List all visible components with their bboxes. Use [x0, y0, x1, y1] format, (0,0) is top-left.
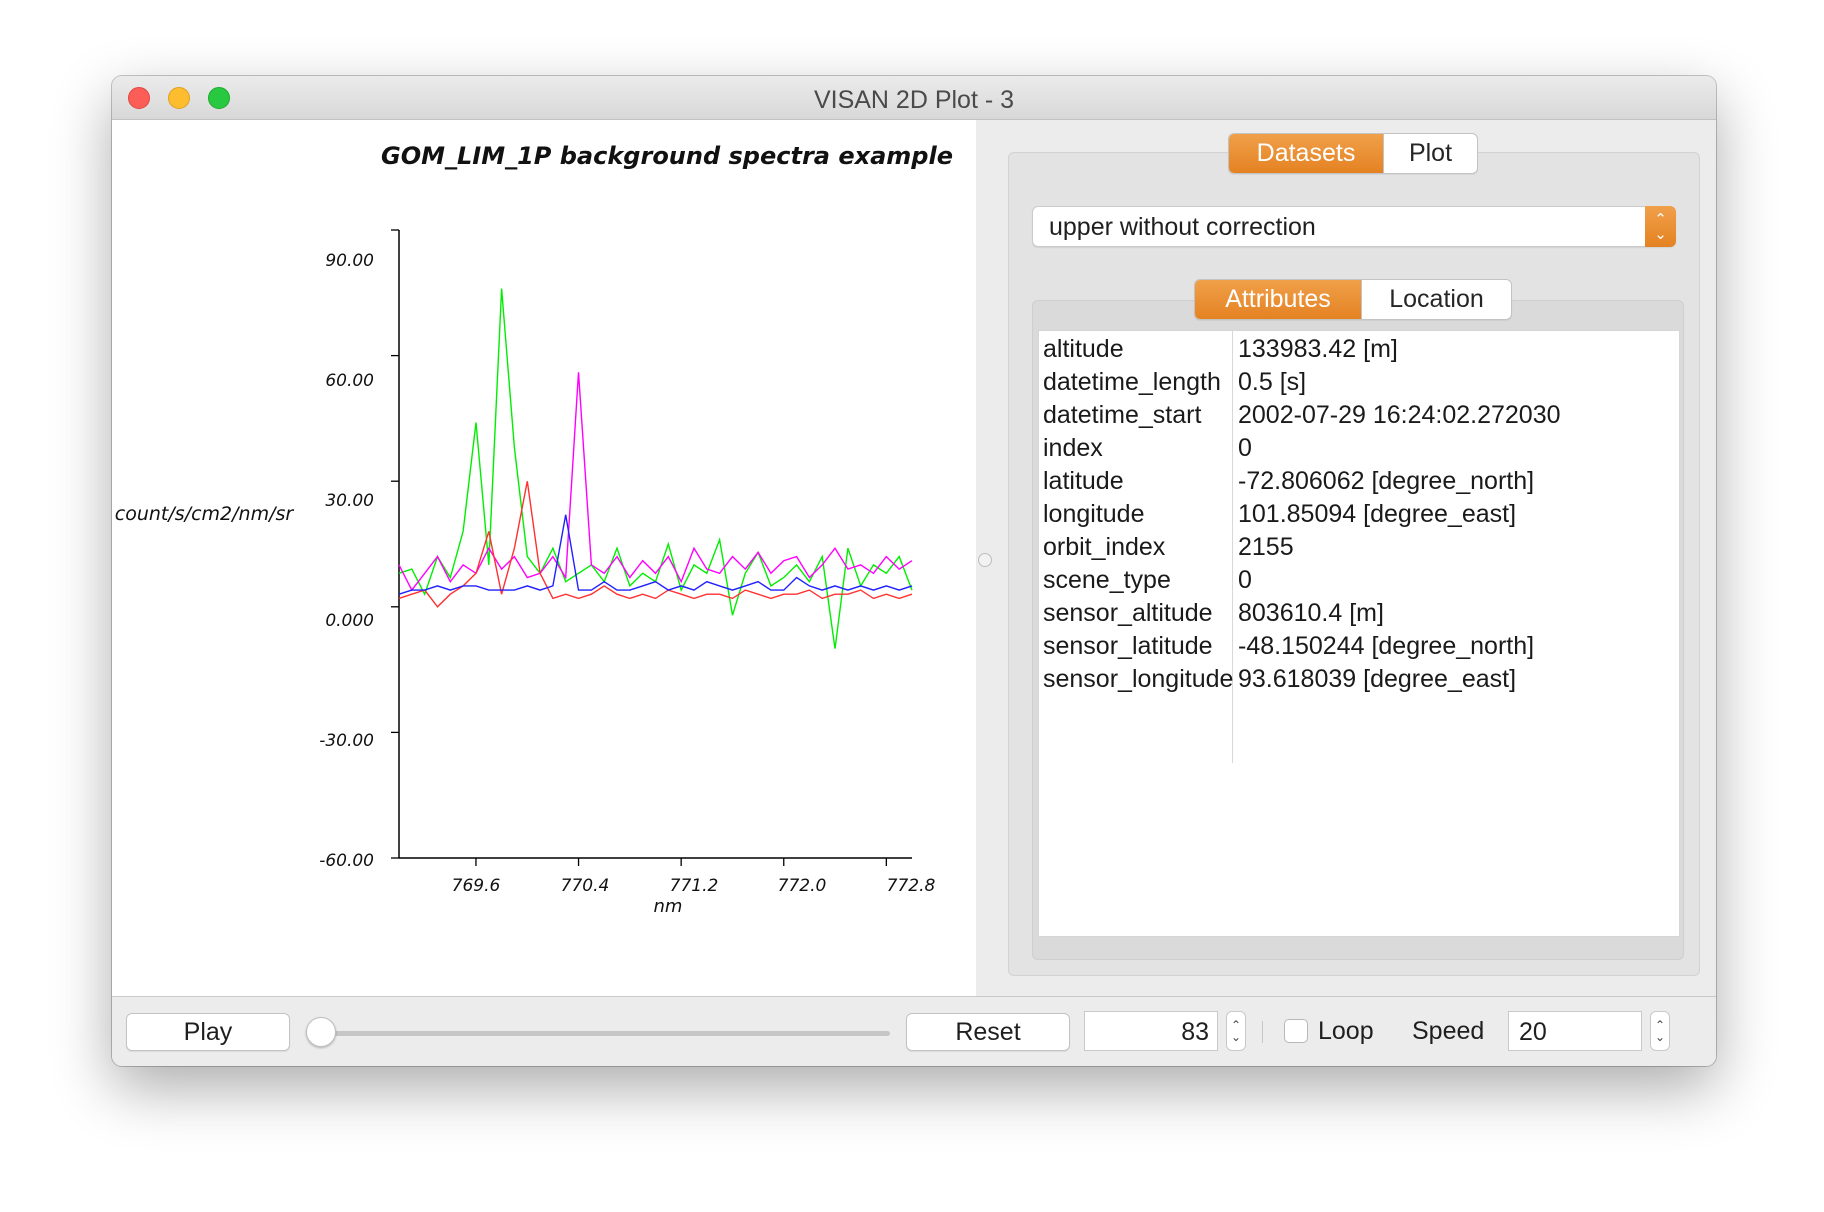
- y-tick-label: 90.00: [325, 251, 374, 271]
- x-tick-label: 769.6: [452, 876, 501, 896]
- chevron-updown-icon[interactable]: ⌃ ⌄: [1645, 206, 1676, 247]
- column-divider: [1232, 331, 1233, 763]
- table-row[interactable]: index 0: [1039, 430, 1679, 463]
- attribute-key: altitude: [1043, 335, 1124, 363]
- attribute-key: sensor_latitude: [1043, 632, 1213, 660]
- series-line-3: [398, 481, 913, 608]
- panel-tab-bar: Datasets Plot: [1228, 133, 1478, 174]
- x-tick-label: 770.4: [561, 876, 610, 896]
- y-tick-label: -60.00: [319, 851, 374, 871]
- table-row[interactable]: orbit_index 2155: [1039, 529, 1679, 562]
- attribute-key: datetime_start: [1043, 401, 1202, 429]
- visan-plot-window: VISAN 2D Plot - 3 GOM_LIM_1P background …: [112, 76, 1716, 1066]
- tab-location[interactable]: Location: [1361, 280, 1511, 319]
- series-line-4: [398, 514, 913, 595]
- loop-label: Loop: [1318, 1017, 1374, 1045]
- dataset-select-value: upper without correction: [1049, 213, 1316, 241]
- attribute-key: sensor_altitude: [1043, 599, 1213, 627]
- speed-value: 20: [1519, 1018, 1547, 1046]
- table-row[interactable]: sensor_altitude 803610.4 [m]: [1039, 595, 1679, 628]
- attribute-tab-bar: Attributes Location: [1194, 279, 1512, 320]
- table-row[interactable]: altitude 133983.42 [m]: [1039, 331, 1679, 364]
- x-tick-label: 772.8: [887, 876, 936, 896]
- table-row[interactable]: longitude 101.85094 [degree_east]: [1039, 496, 1679, 529]
- tab-plot[interactable]: Plot: [1383, 134, 1477, 173]
- toolbar-separator: [1262, 1021, 1263, 1043]
- table-row[interactable]: sensor_latitude -48.150244 [degree_north…: [1039, 628, 1679, 661]
- speed-stepper-icon[interactable]: ⌃ ⌄: [1650, 1011, 1670, 1051]
- close-icon[interactable]: [128, 87, 150, 109]
- loop-checkbox[interactable]: [1284, 1019, 1308, 1043]
- attribute-key: sensor_longitude: [1043, 665, 1234, 693]
- tab-datasets[interactable]: Datasets: [1229, 134, 1383, 173]
- splitter-handle[interactable]: [978, 553, 992, 567]
- speed-label: Speed: [1412, 1017, 1485, 1045]
- attribute-value: -72.806062 [degree_north]: [1238, 467, 1535, 495]
- minimize-icon[interactable]: [168, 87, 190, 109]
- attribute-value: 2155: [1238, 533, 1294, 561]
- y-axis-label: count/s/cm2/nm/sr: [115, 503, 295, 525]
- frame-slider-knob[interactable]: [306, 1017, 336, 1047]
- y-tick-label: 60.00: [325, 371, 374, 391]
- playback-toolbar: Play Reset 83 ⌃ ⌄ Loop Speed 20 ⌃ ⌄: [112, 996, 1716, 1066]
- speed-spinbox[interactable]: 20: [1508, 1011, 1642, 1051]
- maximize-icon[interactable]: [208, 87, 230, 109]
- y-tick-label: -30.00: [319, 731, 374, 751]
- attribute-value: 133983.42 [m]: [1238, 335, 1398, 363]
- play-button[interactable]: Play: [126, 1013, 290, 1051]
- attribute-value: 0.5 [s]: [1238, 368, 1307, 396]
- attribute-key: latitude: [1043, 467, 1124, 495]
- attribute-value: 0: [1238, 566, 1252, 594]
- tab-attributes[interactable]: Attributes: [1195, 280, 1361, 319]
- attribute-value: -48.150244 [degree_north]: [1238, 632, 1535, 660]
- y-tick-label: 0.000: [325, 611, 374, 631]
- x-tick-label: 771.2: [670, 876, 719, 896]
- reset-button[interactable]: Reset: [906, 1013, 1070, 1051]
- frame-spinbox[interactable]: 83: [1084, 1011, 1218, 1051]
- table-row[interactable]: datetime_start 2002-07-29 16:24:02.27203…: [1039, 397, 1679, 430]
- attribute-value: 2002-07-29 16:24:02.272030: [1238, 401, 1561, 429]
- frame-slider-track[interactable]: [308, 1031, 890, 1036]
- table-row[interactable]: scene_type 0: [1039, 562, 1679, 595]
- line-chart[interactable]: GOM_LIM_1P background spectra example co…: [112, 120, 976, 996]
- attribute-key: scene_type: [1043, 566, 1171, 594]
- attribute-key: datetime_length: [1043, 368, 1221, 396]
- series-line-2: [398, 372, 913, 592]
- attribute-key: index: [1043, 434, 1103, 462]
- attribute-key: orbit_index: [1043, 533, 1166, 561]
- x-axis-label: nm: [654, 896, 683, 917]
- x-tick-label: 772.0: [778, 876, 827, 896]
- table-row[interactable]: latitude -72.806062 [degree_north]: [1039, 463, 1679, 496]
- attributes-table[interactable]: altitude 133983.42 [m] datetime_length 0…: [1038, 330, 1680, 937]
- frame-stepper-icon[interactable]: ⌃ ⌄: [1226, 1011, 1246, 1051]
- attribute-key: longitude: [1043, 500, 1145, 528]
- attribute-value: 803610.4 [m]: [1238, 599, 1384, 627]
- dataset-select[interactable]: upper without correction ⌃ ⌄: [1032, 206, 1676, 247]
- attribute-value: 93.618039 [degree_east]: [1238, 665, 1517, 693]
- table-row[interactable]: datetime_length 0.5 [s]: [1039, 364, 1679, 397]
- frame-value: 83: [1181, 1018, 1209, 1046]
- window-title: VISAN 2D Plot - 3: [813, 86, 1015, 114]
- y-tick-label: 30.00: [325, 491, 374, 511]
- attribute-value: 0: [1238, 434, 1252, 462]
- attribute-value: 101.85094 [degree_east]: [1238, 500, 1517, 528]
- plot-area[interactable]: GOM_LIM_1P background spectra example co…: [112, 120, 976, 996]
- title-bar: VISAN 2D Plot - 3: [112, 76, 1716, 120]
- table-row[interactable]: sensor_longitude 93.618039 [degree_east]: [1039, 661, 1679, 694]
- chart-title: GOM_LIM_1P background spectra example: [381, 142, 953, 170]
